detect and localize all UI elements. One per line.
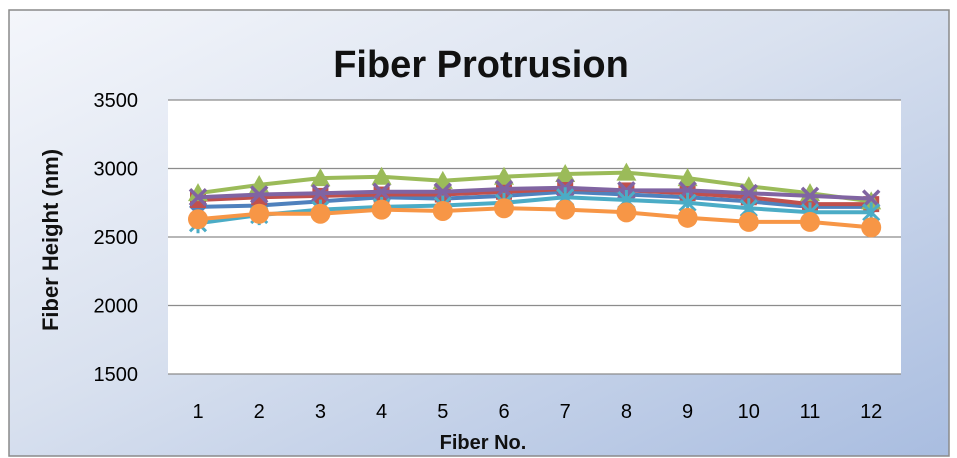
data-point (555, 199, 576, 220)
x-tick-label: 4 (376, 401, 387, 423)
data-point (188, 188, 208, 207)
x-axis-title: Fiber No. (440, 432, 527, 454)
data-point (738, 211, 759, 232)
data-point (494, 198, 514, 219)
data-point (310, 203, 331, 224)
y-tick-label: 3000 (94, 159, 139, 181)
y-tick-label: 2500 (94, 227, 139, 249)
data-point (372, 182, 391, 202)
x-tick-label: 1 (192, 401, 203, 423)
x-tick-label: 5 (437, 401, 448, 423)
data-point (739, 183, 759, 203)
x-tick-label: 10 (738, 401, 760, 423)
chart-title: Fiber Protrusion (333, 44, 629, 86)
y-tick-label: 1500 (94, 364, 139, 386)
x-tick-label: 12 (860, 401, 882, 423)
data-point (311, 183, 330, 203)
grid-lines (168, 99, 901, 375)
x-tick-label: 3 (315, 401, 326, 423)
data-point (371, 199, 392, 220)
x-tick-label: 9 (682, 401, 693, 423)
data-point (861, 217, 882, 238)
series-line (197, 185, 872, 201)
x-tick-label: 8 (621, 401, 632, 423)
data-point (433, 182, 453, 202)
y-tick-label: 3500 (94, 90, 139, 112)
x-tick-labels: 1 2 3 4 5 6 7 8 9 10 11 12 (192, 401, 882, 423)
data-point (616, 202, 637, 223)
y-axis-title: Fiber Height (nm) (38, 149, 63, 331)
data-point (310, 168, 331, 187)
series-line (197, 206, 872, 230)
series-line (197, 195, 872, 226)
data-point (800, 211, 820, 232)
data-point (494, 179, 514, 199)
data-point (555, 163, 576, 182)
x-tick-label: 11 (800, 401, 821, 423)
data-point (249, 203, 270, 224)
data-point (861, 189, 881, 208)
data-point (249, 185, 269, 204)
series-line (197, 170, 872, 204)
series-line (197, 187, 872, 207)
y-tick-labels: 1500 2000 2500 3000 3500 (94, 90, 139, 386)
data-point (677, 207, 698, 228)
data-point (800, 186, 820, 206)
y-tick-label: 2000 (94, 296, 139, 318)
data-point (371, 166, 392, 185)
data-point (432, 200, 453, 221)
data-point (188, 209, 208, 230)
series-layer (188, 162, 882, 238)
data-point (677, 168, 698, 187)
x-tick-label: 6 (498, 401, 509, 423)
x-tick-label: 2 (254, 401, 265, 423)
series-line (197, 189, 872, 209)
data-point (616, 162, 637, 181)
x-tick-label: 7 (560, 401, 571, 423)
data-point (494, 166, 514, 185)
series-6 (188, 198, 882, 238)
